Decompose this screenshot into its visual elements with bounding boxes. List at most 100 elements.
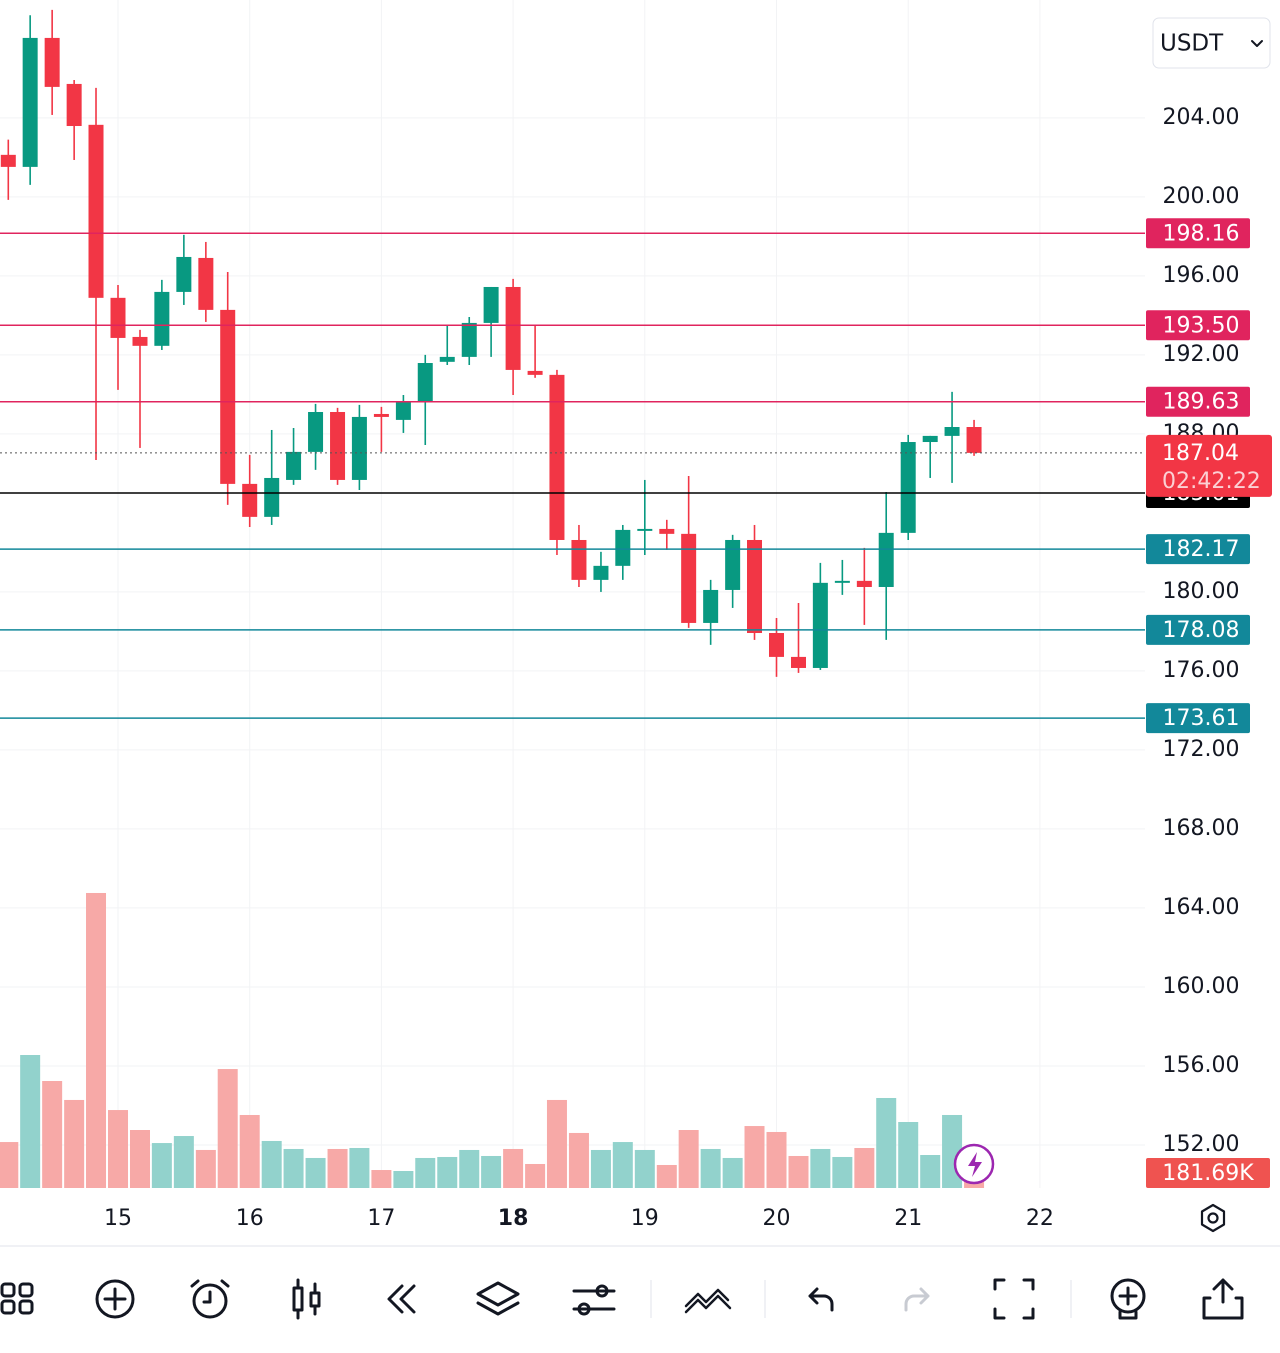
y-tick-label: 176.00 bbox=[1163, 658, 1240, 683]
lightning-icon[interactable] bbox=[968, 1152, 982, 1177]
volume-bar bbox=[108, 1110, 129, 1188]
icon[interactable] bbox=[387, 1284, 416, 1314]
icon[interactable] bbox=[309, 1291, 321, 1308]
label-layer: 198.16193.50189.63185.01182.17178.08173.… bbox=[1146, 218, 1272, 1189]
volume-bar bbox=[744, 1126, 765, 1188]
fullscreen-button[interactable] bbox=[993, 1278, 1035, 1320]
price-label-box bbox=[1146, 386, 1250, 417]
settings-dot[interactable] bbox=[1207, 1212, 1219, 1224]
candle-body bbox=[856, 580, 872, 587]
volume-bar bbox=[525, 1163, 546, 1188]
y-tick-label: 192.00 bbox=[1163, 342, 1240, 367]
settings-button[interactable] bbox=[1200, 1203, 1226, 1233]
candle-body bbox=[703, 589, 719, 623]
icon[interactable] bbox=[192, 1283, 228, 1319]
icon[interactable] bbox=[95, 1279, 135, 1319]
candle-body bbox=[790, 656, 806, 668]
candle-body bbox=[483, 286, 499, 323]
volume-bar bbox=[42, 1080, 63, 1188]
redo-button[interactable] bbox=[904, 1287, 930, 1312]
currency-label[interactable]: USDT bbox=[1160, 31, 1224, 57]
candle-body bbox=[922, 435, 938, 443]
volume-bar bbox=[151, 1143, 172, 1188]
x-tick-label: 22 bbox=[1026, 1206, 1054, 1231]
y-tick-label: 196.00 bbox=[1163, 263, 1240, 288]
icon[interactable] bbox=[684, 1288, 732, 1314]
icon[interactable] bbox=[1110, 1278, 1146, 1314]
icon[interactable] bbox=[103, 1287, 127, 1311]
undo-button[interactable] bbox=[808, 1287, 834, 1312]
x-tick-label: 19 bbox=[631, 1206, 659, 1231]
candle-body bbox=[220, 309, 236, 484]
candle-body bbox=[198, 257, 214, 310]
candle-body bbox=[812, 582, 828, 668]
icon[interactable] bbox=[595, 1284, 609, 1298]
layout-button[interactable] bbox=[0, 1282, 34, 1315]
indicator-button[interactable] bbox=[292, 1278, 321, 1320]
candle-body bbox=[593, 565, 609, 580]
share-button[interactable] bbox=[1202, 1278, 1244, 1320]
icon[interactable] bbox=[993, 1278, 1035, 1320]
icon[interactable] bbox=[808, 1287, 834, 1312]
price-line-layer bbox=[0, 232, 1145, 719]
volume-bar bbox=[876, 1097, 897, 1188]
drawing-button[interactable] bbox=[684, 1288, 732, 1314]
icon[interactable] bbox=[296, 1278, 317, 1320]
alert-button[interactable] bbox=[190, 1279, 230, 1319]
price-label-box bbox=[1146, 614, 1250, 645]
candle-layer bbox=[0, 9, 982, 677]
currency-dropdown[interactable]: USDT bbox=[1152, 17, 1271, 69]
icon[interactable] bbox=[190, 1279, 230, 1304]
chevron[interactable] bbox=[1251, 40, 1263, 47]
y-tick-label: 180.00 bbox=[1163, 579, 1240, 604]
x-tick-label: 17 bbox=[367, 1206, 395, 1231]
volume-bar bbox=[349, 1147, 370, 1188]
candle-body bbox=[395, 401, 411, 420]
x-tick-label: 20 bbox=[763, 1206, 791, 1231]
settings-hex[interactable] bbox=[1200, 1203, 1226, 1233]
icon[interactable] bbox=[18, 1299, 34, 1315]
volume-label: 181.69K bbox=[1162, 1161, 1254, 1186]
idea-button[interactable] bbox=[1110, 1278, 1146, 1320]
add-button[interactable] bbox=[95, 1279, 135, 1319]
icon[interactable] bbox=[292, 1286, 304, 1312]
candle-body bbox=[373, 413, 389, 417]
icon[interactable] bbox=[0, 1282, 16, 1298]
volume-bar bbox=[371, 1170, 392, 1188]
lightning-button[interactable] bbox=[953, 1143, 995, 1185]
toolbar bbox=[0, 1278, 1244, 1320]
volume-bar bbox=[283, 1148, 304, 1188]
icon[interactable] bbox=[577, 1302, 591, 1316]
candle-body bbox=[66, 83, 82, 127]
volume-bar bbox=[327, 1148, 348, 1188]
dropdown-box[interactable] bbox=[1152, 17, 1271, 69]
volume-bar bbox=[86, 892, 107, 1188]
icon[interactable] bbox=[476, 1281, 520, 1316]
candle-body bbox=[330, 411, 346, 480]
icon[interactable] bbox=[0, 1299, 16, 1315]
candle-body bbox=[966, 427, 982, 453]
volume-bar bbox=[634, 1149, 655, 1188]
volume-bar bbox=[173, 1136, 194, 1188]
volume-bar bbox=[195, 1149, 216, 1188]
current-price-box bbox=[1146, 434, 1272, 497]
volume-bar bbox=[437, 1156, 458, 1188]
price-label-box bbox=[1146, 310, 1250, 341]
settings-sliders-button[interactable] bbox=[572, 1284, 616, 1316]
volume-bar bbox=[481, 1155, 502, 1188]
icon[interactable] bbox=[18, 1282, 34, 1298]
icon[interactable] bbox=[904, 1287, 930, 1312]
candle-body bbox=[286, 451, 302, 480]
volume-bar bbox=[590, 1149, 611, 1188]
replay-button[interactable] bbox=[387, 1284, 416, 1314]
volume-bar bbox=[788, 1155, 809, 1188]
candle-body bbox=[132, 336, 148, 346]
icon[interactable] bbox=[1202, 1278, 1244, 1320]
volume-bar bbox=[568, 1132, 589, 1188]
candle-body bbox=[659, 528, 675, 534]
countdown-label: 02:42:22 bbox=[1162, 469, 1261, 494]
price-label-box bbox=[1146, 218, 1250, 249]
layers-button[interactable] bbox=[476, 1281, 520, 1316]
icon[interactable] bbox=[1118, 1286, 1138, 1320]
